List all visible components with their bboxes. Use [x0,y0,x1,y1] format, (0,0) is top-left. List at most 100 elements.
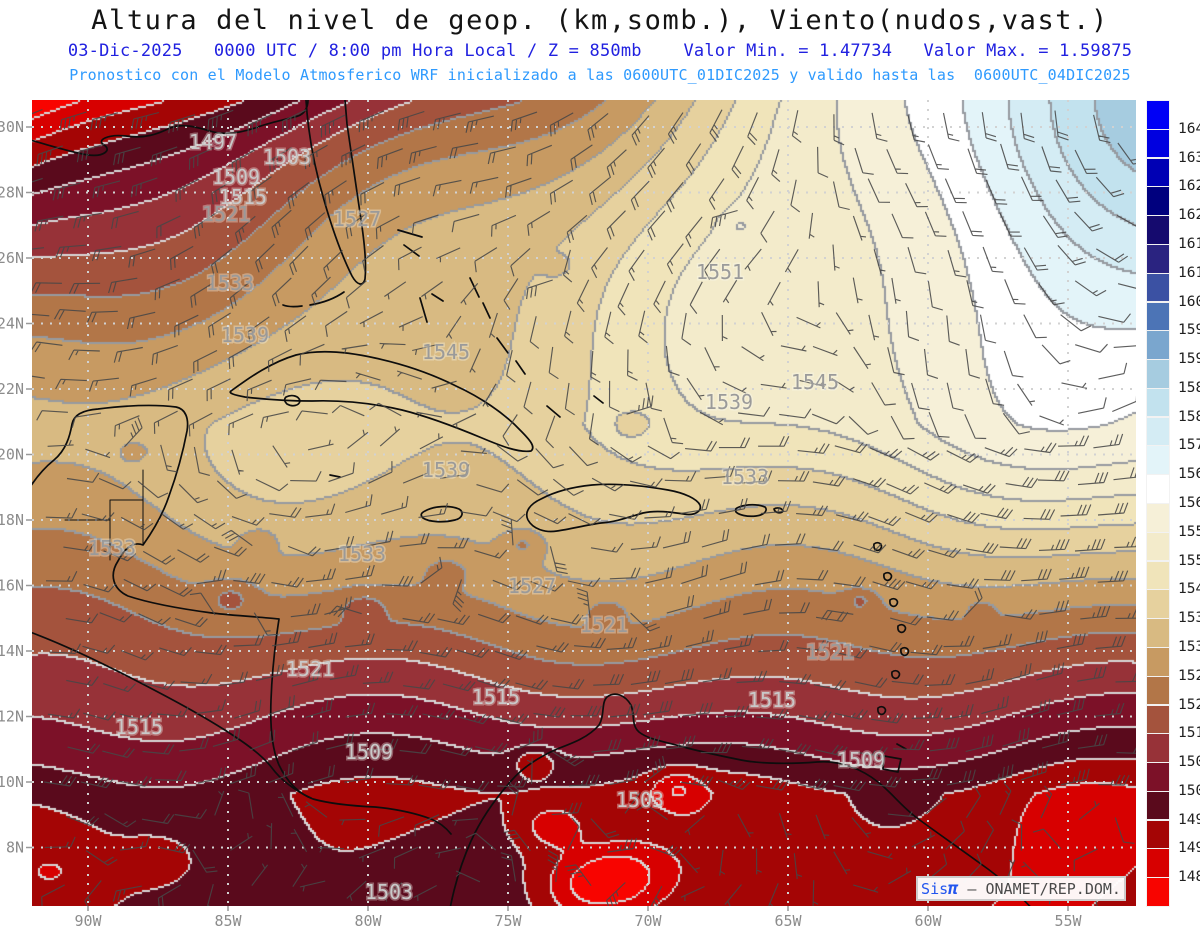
contour-label: 1521 [806,640,854,664]
colorbar-segment [1146,503,1170,533]
cuba-coast [229,350,534,453]
hispaniola-coast [525,483,702,533]
contour-label: 1503 [616,788,664,812]
colorbar-segment [1146,589,1170,619]
contour-label: 1539 [705,390,753,414]
colorbar-segment [1146,301,1170,332]
subtitle-model-info: Pronostico con el Modelo Atmosferico WRF… [69,66,1131,84]
contour-label: 1509 [212,165,260,189]
colorbar-tick-label: 1623 [1178,207,1200,224]
colorbar-tick-label: 1503 [1178,782,1200,799]
coastlines [32,100,1031,906]
wind-barb-glyphs [32,108,1136,906]
colorbar-tick-label: 1521 [1178,696,1200,713]
lon-label: 70W [634,912,662,927]
colorbar-segment [1146,359,1170,389]
florida-keys [282,291,345,308]
contour-label: 1539 [221,323,269,347]
page-title: Altura del nivel de geop. (km,somb.), Vi… [91,5,1109,36]
lat-label: 24N [0,315,24,333]
colorbar-segment [1146,675,1170,706]
lat-label: 26N [0,249,24,267]
lon-label: 90W [74,912,102,927]
contour-label: 1521 [286,657,334,681]
colorbar-tick-label: 1527 [1178,667,1200,684]
colorbar-segment [1146,100,1170,130]
colorbar-segment [1146,272,1170,303]
watermark-org: – ONAMET/REP.DOM. [958,879,1121,898]
pacific-coast [32,631,312,799]
lat-label: 14N [0,642,24,660]
lat-label: 30N [0,118,24,136]
watermark-badge: Sis π – ONAMET/REP.DOM. [916,876,1126,901]
colorbar-tick-label: 1617 [1178,235,1200,252]
lat-label: 10N [0,773,24,791]
lat-label: 8N [6,839,24,857]
colorbar-segment [1146,704,1170,735]
colorbar-segment [1146,618,1170,648]
lon-label: 55W [1054,912,1082,927]
lat-label: 20N [0,446,24,464]
colorbar-tick-label: 1497 [1178,811,1200,828]
contour-label: 1539 [422,458,470,482]
colorbar-segment [1146,819,1170,850]
yucatan-centralamerica-coast [32,404,452,835]
colorbar-tick-label: 1593 [1178,351,1200,368]
contour-label: 1533 [721,465,769,489]
colorbar-tick-label: 1599 [1178,322,1200,339]
colorbar-tick-label: 1557 [1178,523,1200,540]
wind-barbs [32,108,1136,906]
colorbar-segment [1146,877,1170,907]
axis-ticks [26,126,1069,911]
lat-label: 16N [0,577,24,595]
axis-labels: 30N 28N 26N 24N 22N 20N 18N 16N 14N 12N 10N 8N 90W 85… [0,118,1083,927]
colorbar-segment [1146,128,1170,159]
cayman-islands [329,474,341,478]
colorbar-tick-label: 1569 [1178,466,1200,483]
lat-label: 28N [0,184,24,202]
colorbar-segment [1146,790,1170,821]
contour-label: 1521 [202,202,250,226]
contour-label: 1533 [206,271,254,295]
colorbar-segment [1146,848,1170,878]
contour-label: 1515 [748,688,796,712]
colorbar-segment [1146,474,1170,504]
colorbar-segment [1146,330,1170,360]
colorbar-segment [1146,531,1170,562]
lat-label: 18N [0,511,24,529]
colorbar-tick-label: 1575 [1178,437,1200,454]
colorbar-tick-label: 1539 [1178,610,1200,627]
contour-label: 1545 [422,340,470,364]
watermark-pi-symbol: π [948,878,959,899]
lon-label: 60W [914,912,942,927]
lon-label: 65W [774,912,802,927]
lon-label: 85W [214,912,242,927]
contour-label: 1545 [791,370,839,394]
colorbar-tick-label: 1629 [1178,178,1200,195]
contour-label: 1527 [508,574,556,598]
contour-label: 1515 [472,685,520,709]
contour-label: 1551 [696,260,744,284]
contour-label: 1509 [837,748,885,772]
subtitle-datetime: 03-Dic-2025 0000 UTC / 8:00 pm Hora Loca… [67,41,1133,61]
contour-label: 1515 [115,715,163,739]
contour-label: 1515 [219,185,267,209]
belize-guatemala-border [64,469,144,561]
colorbar-tick-label: 1587 [1178,379,1200,396]
contour-label: 1521 [580,613,628,637]
contour-label: 1503 [263,145,311,169]
isle-of-youth [283,394,301,407]
colorbar-tick-label: 1563 [1178,495,1200,511]
lon-label: 80W [354,912,382,927]
contour-label: 1497 [189,130,237,154]
colorbar-segment [1146,762,1170,792]
colorbar-segment [1146,157,1170,188]
lat-label: 12N [0,708,24,726]
colorbar-tick-label: 1551 [1178,552,1200,569]
